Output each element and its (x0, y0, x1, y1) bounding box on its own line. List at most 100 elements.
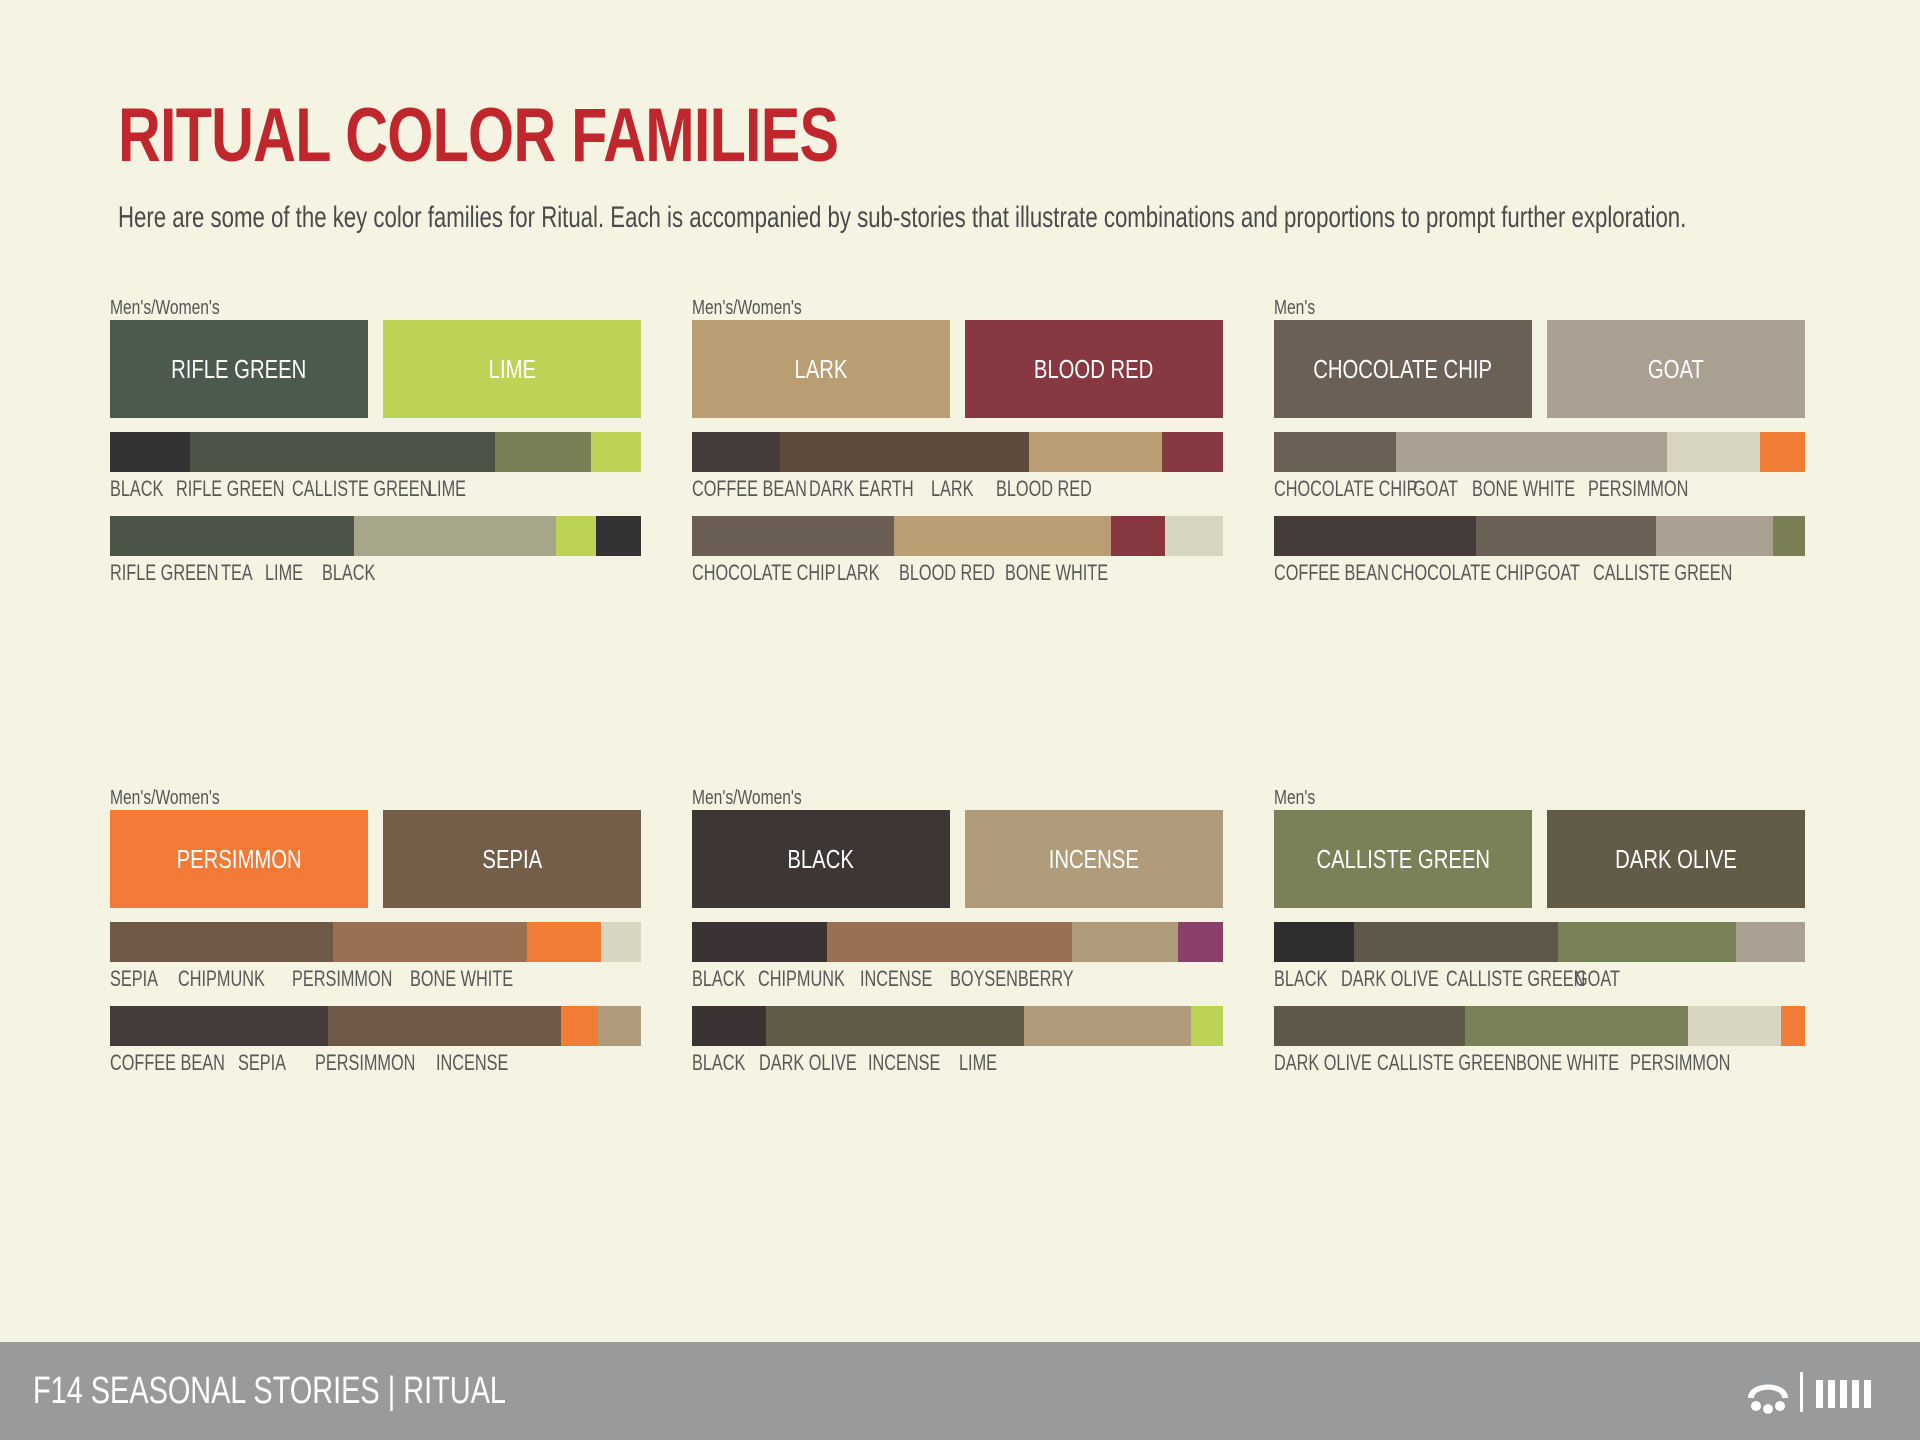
strip-segment (692, 922, 828, 962)
segment-label: Men's (1274, 787, 1316, 809)
strip-label: DARK OLIVE (1341, 966, 1439, 991)
strip-segment (110, 516, 355, 556)
strip-segment (1396, 432, 1667, 472)
strip-segment (598, 1006, 641, 1046)
page-subtitle: Here are some of the key color families … (118, 201, 1687, 234)
color-family: Men's/Women's PERSIMMON SEPIA SEPIA CHIP… (110, 786, 641, 1076)
strip-segment (692, 1006, 767, 1046)
swatch-label: RIFLE GREEN (171, 353, 307, 384)
strip-segment (1023, 1006, 1192, 1046)
strip-segment (1274, 1006, 1466, 1046)
color-family: Men's/Women's LARK BLOOD RED COFFEE BEAN… (692, 296, 1223, 586)
strip-label: INCENSE (860, 966, 933, 991)
strip-segment (692, 516, 894, 556)
proportion-strip (110, 516, 641, 556)
strip-label: BONE WHITE (410, 966, 514, 991)
proportion-strip (110, 1006, 641, 1046)
strip-label: GOAT (1413, 476, 1458, 501)
strip-segment (1759, 432, 1805, 472)
strip-segment (110, 1006, 328, 1046)
strip-label: CHOCOLATE CHIP (692, 560, 836, 585)
strip-segment (1274, 516, 1476, 556)
strip-segment (1164, 516, 1223, 556)
strip-segment (1773, 516, 1805, 556)
strip-label: TEA (221, 560, 253, 585)
strip-segment (1161, 432, 1223, 472)
strip-label: CALLISTE GREEN (1446, 966, 1586, 991)
strip-segment (110, 432, 190, 472)
strip-labels: DARK OLIVE CALLISTE GREEN BONE WHITE PER… (1274, 1050, 1805, 1076)
main-swatch: DARK OLIVE (1547, 810, 1805, 908)
strip-label: COFFEE BEAN (692, 476, 807, 501)
strip-label: SEPIA (238, 1050, 286, 1075)
strip-label: LIME (959, 1050, 998, 1075)
strip-segment (692, 432, 780, 472)
strip-segment (1688, 1006, 1782, 1046)
strip-label: CHOCOLATE CHIP (1391, 560, 1535, 585)
strip-labels: CHOCOLATE CHIP LARK BLOOD RED BONE WHITE (692, 560, 1223, 586)
strip-label: GOAT (1575, 966, 1620, 991)
strip-segment (526, 922, 602, 962)
strip-segment (1274, 432, 1397, 472)
strip-segment (893, 516, 1112, 556)
swatch-label: PERSIMMON (176, 843, 302, 874)
strip-segment (333, 922, 527, 962)
strip-label: LARK (837, 560, 880, 585)
strip-segment (1191, 1006, 1223, 1046)
strip-segment (354, 516, 557, 556)
proportion-strip (692, 516, 1223, 556)
proportion-strip (692, 922, 1223, 962)
paw-logo-icon (1748, 1372, 1871, 1414)
footer-logo (1742, 1368, 1882, 1421)
page-title: RITUAL COLOR FAMILIES (118, 93, 839, 178)
strip-segment (827, 922, 1072, 962)
proportion-strip (692, 1006, 1223, 1046)
proportion-strip (1274, 516, 1805, 556)
strip-label: BONE WHITE (1472, 476, 1576, 501)
strip-labels: BLACK CHIPMUNK INCENSE BOYSENBERRY (692, 966, 1223, 992)
strip-segment (595, 516, 641, 556)
strip-label: LIME (428, 476, 467, 501)
segment-label: Men's/Women's (692, 297, 802, 319)
strip-label: CALLISTE GREEN (1593, 560, 1733, 585)
main-swatch: LARK (692, 320, 950, 418)
strip-segment (1177, 922, 1223, 962)
proportion-strip (1274, 432, 1805, 472)
strip-label: RIFLE GREEN (110, 560, 219, 585)
strip-labels: CHOCOLATE CHIP GOAT BONE WHITE PERSIMMON (1274, 476, 1805, 502)
footer-title: F14 SEASONAL STORIES | RITUAL (33, 1370, 506, 1412)
strip-label: BLACK (322, 560, 376, 585)
strip-label: PERSIMMON (1588, 476, 1689, 501)
main-swatch: PERSIMMON (110, 810, 368, 908)
main-swatch: SEPIA (383, 810, 641, 908)
segment-label: Men's/Women's (110, 297, 220, 319)
strip-segment (1558, 922, 1736, 962)
strip-segment (1353, 922, 1559, 962)
strip-labels: RIFLE GREEN TEA LIME BLACK (110, 560, 641, 586)
main-swatch: GOAT (1547, 320, 1805, 418)
strip-label: DARK OLIVE (759, 1050, 857, 1075)
color-family: Men's CHOCOLATE CHIP GOAT CHOCOLATE CHIP… (1274, 296, 1805, 586)
strip-label: BONE WHITE (1516, 1050, 1620, 1075)
strip-labels: SEPIA CHIPMUNK PERSIMMON BONE WHITE (110, 966, 641, 992)
strip-segment (590, 432, 641, 472)
strip-label: COFFEE BEAN (1274, 560, 1389, 585)
strip-segment (1071, 922, 1178, 962)
strip-segment (1781, 1006, 1805, 1046)
strip-label: BONE WHITE (1005, 560, 1109, 585)
strip-label: BLACK (110, 476, 164, 501)
main-swatch: CHOCOLATE CHIP (1274, 320, 1532, 418)
swatch-label: INCENSE (1048, 843, 1140, 874)
strip-label: SEPIA (110, 966, 158, 991)
proportion-strip (110, 922, 641, 962)
strip-label: LIME (265, 560, 304, 585)
strip-labels: COFFEE BEAN CHOCOLATE CHIP GOAT CALLISTE… (1274, 560, 1805, 586)
strip-labels: COFFEE BEAN DARK EARTH LARK BLOOD RED (692, 476, 1223, 502)
color-family: Men's CALLISTE GREEN DARK OLIVE BLACK DA… (1274, 786, 1805, 1076)
strip-label: BLOOD RED (899, 560, 995, 585)
strip-label: CHIPMUNK (758, 966, 845, 991)
strip-segment (766, 1006, 1024, 1046)
swatch-label: BLOOD RED (1034, 353, 1154, 384)
strip-label: RIFLE GREEN (176, 476, 285, 501)
main-swatch: BLACK (692, 810, 950, 908)
